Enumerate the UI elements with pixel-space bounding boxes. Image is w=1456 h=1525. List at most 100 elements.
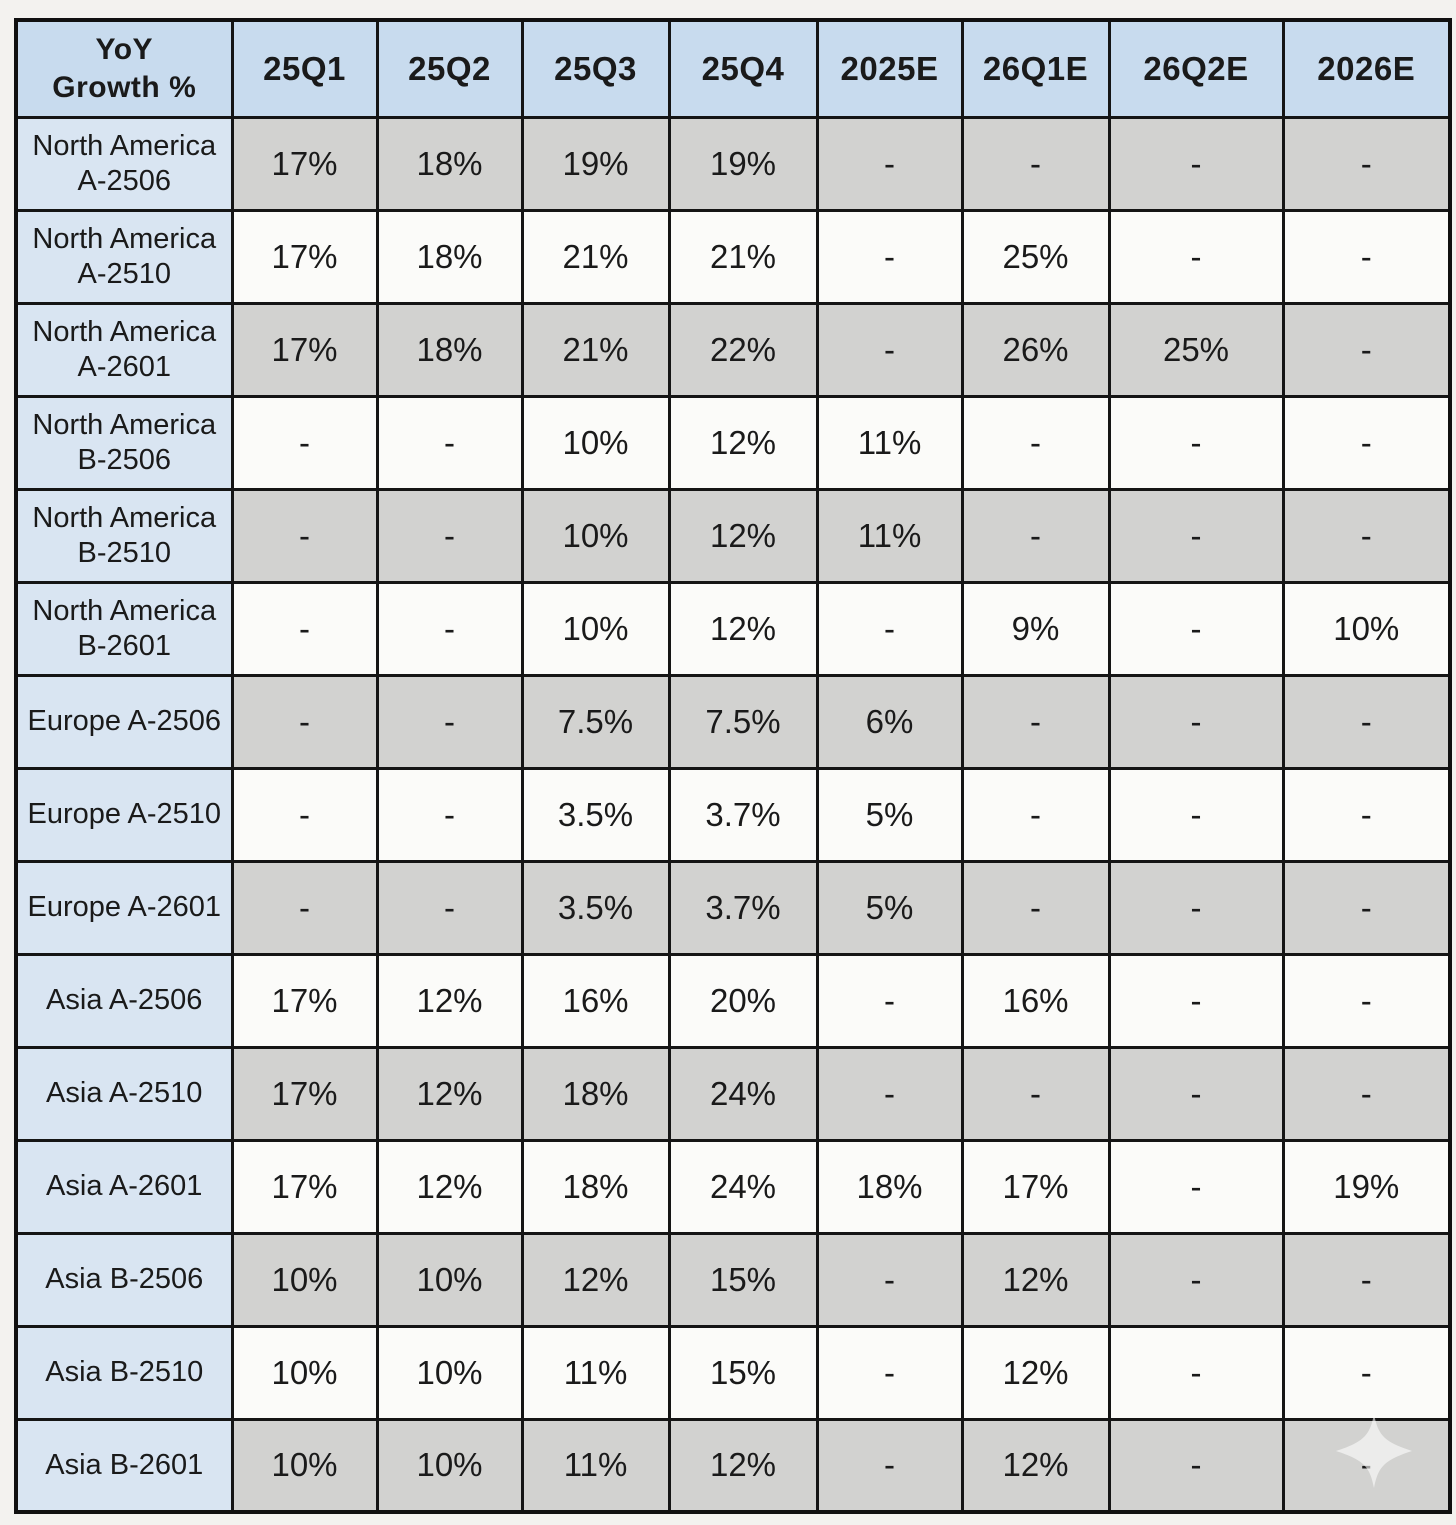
value-cell: 5% bbox=[815, 859, 964, 956]
row-label: North America B-2506 bbox=[14, 394, 234, 491]
value-cell: - bbox=[1107, 766, 1285, 863]
value-cell: - bbox=[375, 394, 524, 491]
table-body: North America A-2506 17% 18% 19% 19% - - - - Nort… bbox=[14, 115, 1452, 1514]
value-cell: - bbox=[960, 115, 1111, 212]
value-cell: 5% bbox=[815, 766, 964, 863]
value-cell: 12% bbox=[960, 1324, 1111, 1421]
value-cell: 10% bbox=[520, 487, 671, 584]
row-label: Asia B-2601 bbox=[14, 1417, 234, 1514]
value-cell: - bbox=[960, 1045, 1111, 1142]
value-cell: 6% bbox=[815, 673, 964, 770]
row-label: North America B-2601 bbox=[14, 580, 234, 677]
row-label: Europe A-2510 bbox=[14, 766, 234, 863]
value-cell: - bbox=[1107, 208, 1285, 305]
value-cell: 18% bbox=[375, 208, 524, 305]
value-cell: - bbox=[375, 580, 524, 677]
value-cell: - bbox=[1107, 1138, 1285, 1235]
value-cell: - bbox=[230, 580, 379, 677]
row-label: Europe A-2506 bbox=[14, 673, 234, 770]
table-row: Asia B-2506 10% 10% 12% 15% -12% - - bbox=[14, 1231, 1452, 1328]
value-cell: 26% bbox=[960, 301, 1111, 398]
value-cell: - bbox=[375, 673, 524, 770]
value-cell: 12% bbox=[667, 1417, 819, 1514]
row-label: Asia A-2506 bbox=[14, 952, 234, 1049]
table-row: Asia A-2510 17% 12% 18% 24% - - - - bbox=[14, 1045, 1452, 1142]
table-row: Europe A-2506- -7.5% 7.5% 6% - - - bbox=[14, 673, 1452, 770]
value-cell: 10% bbox=[375, 1231, 524, 1328]
value-cell: - bbox=[230, 673, 379, 770]
value-cell: - bbox=[1281, 1417, 1452, 1514]
value-cell: - bbox=[1107, 1324, 1285, 1421]
table-row: North America B-2510- -10% 12% 11% - - - bbox=[14, 487, 1452, 584]
value-cell: - bbox=[1281, 766, 1452, 863]
value-cell: 18% bbox=[375, 115, 524, 212]
column-header: 26Q1E bbox=[960, 18, 1111, 119]
value-cell: 17% bbox=[960, 1138, 1111, 1235]
value-cell: - bbox=[1281, 208, 1452, 305]
value-cell: - bbox=[1281, 673, 1452, 770]
value-cell: 18% bbox=[375, 301, 524, 398]
table-row: North America A-2506 17% 18% 19% 19% - - - - bbox=[14, 115, 1452, 212]
value-cell: 22% bbox=[667, 301, 819, 398]
yoy-growth-table: YoY Growth % 25Q1 25Q2 25Q3 25Q4 2025E 26Q1E 2… bbox=[14, 18, 1452, 1514]
table-row: Asia B-2510 10% 10% 11% 15% -12% - - bbox=[14, 1324, 1452, 1421]
value-cell: - bbox=[375, 766, 524, 863]
row-label: Europe A-2601 bbox=[14, 859, 234, 956]
value-cell: - bbox=[1107, 952, 1285, 1049]
value-cell: - bbox=[815, 952, 964, 1049]
value-cell: - bbox=[1107, 580, 1285, 677]
value-cell: - bbox=[230, 487, 379, 584]
value-cell: - bbox=[1281, 1324, 1452, 1421]
value-cell: 12% bbox=[520, 1231, 671, 1328]
value-cell: - bbox=[815, 1231, 964, 1328]
value-cell: 21% bbox=[520, 208, 671, 305]
row-label: Asia A-2510 bbox=[14, 1045, 234, 1142]
value-cell: 21% bbox=[667, 208, 819, 305]
value-cell: 18% bbox=[815, 1138, 964, 1235]
value-cell: 12% bbox=[960, 1231, 1111, 1328]
value-cell: 10% bbox=[1281, 580, 1452, 677]
value-cell: - bbox=[375, 487, 524, 584]
column-header: 25Q1 bbox=[230, 18, 379, 119]
value-cell: - bbox=[1107, 673, 1285, 770]
value-cell: - bbox=[1281, 1231, 1452, 1328]
value-cell: 19% bbox=[667, 115, 819, 212]
value-cell: 17% bbox=[230, 301, 379, 398]
value-cell: - bbox=[1281, 115, 1452, 212]
value-cell: - bbox=[1107, 859, 1285, 956]
value-cell: 18% bbox=[520, 1138, 671, 1235]
value-cell: - bbox=[960, 859, 1111, 956]
row-label: North America B-2510 bbox=[14, 487, 234, 584]
value-cell: 12% bbox=[375, 952, 524, 1049]
value-cell: 17% bbox=[230, 208, 379, 305]
value-cell: 9% bbox=[960, 580, 1111, 677]
value-cell: 12% bbox=[375, 1045, 524, 1142]
table-row: Asia A-2601 17% 12% 18% 24% 18% 17% -19% bbox=[14, 1138, 1452, 1235]
row-label: Asia A-2601 bbox=[14, 1138, 234, 1235]
value-cell: - bbox=[1281, 301, 1452, 398]
value-cell: - bbox=[1281, 487, 1452, 584]
value-cell: 10% bbox=[520, 394, 671, 491]
table-title: YoY Growth % bbox=[14, 18, 234, 119]
value-cell: - bbox=[815, 1417, 964, 1514]
row-label: North America A-2601 bbox=[14, 301, 234, 398]
column-header: 25Q2 bbox=[375, 18, 524, 119]
value-cell: - bbox=[230, 394, 379, 491]
value-cell: 17% bbox=[230, 1138, 379, 1235]
value-cell: - bbox=[815, 580, 964, 677]
value-cell: 19% bbox=[1281, 1138, 1452, 1235]
value-cell: - bbox=[230, 766, 379, 863]
table-row: Europe A-2601- -3.5% 3.7% 5% - - - bbox=[14, 859, 1452, 956]
value-cell: - bbox=[1107, 1417, 1285, 1514]
value-cell: 12% bbox=[375, 1138, 524, 1235]
value-cell: - bbox=[815, 208, 964, 305]
value-cell: 10% bbox=[230, 1231, 379, 1328]
value-cell: 21% bbox=[520, 301, 671, 398]
value-cell: 25% bbox=[960, 208, 1111, 305]
header-row: YoY Growth % 25Q1 25Q2 25Q3 25Q4 2025E 26Q1E 2… bbox=[14, 18, 1452, 119]
value-cell: 11% bbox=[815, 487, 964, 584]
value-cell: 24% bbox=[667, 1138, 819, 1235]
column-header: 26Q2E bbox=[1107, 18, 1285, 119]
value-cell: 3.7% bbox=[667, 766, 819, 863]
